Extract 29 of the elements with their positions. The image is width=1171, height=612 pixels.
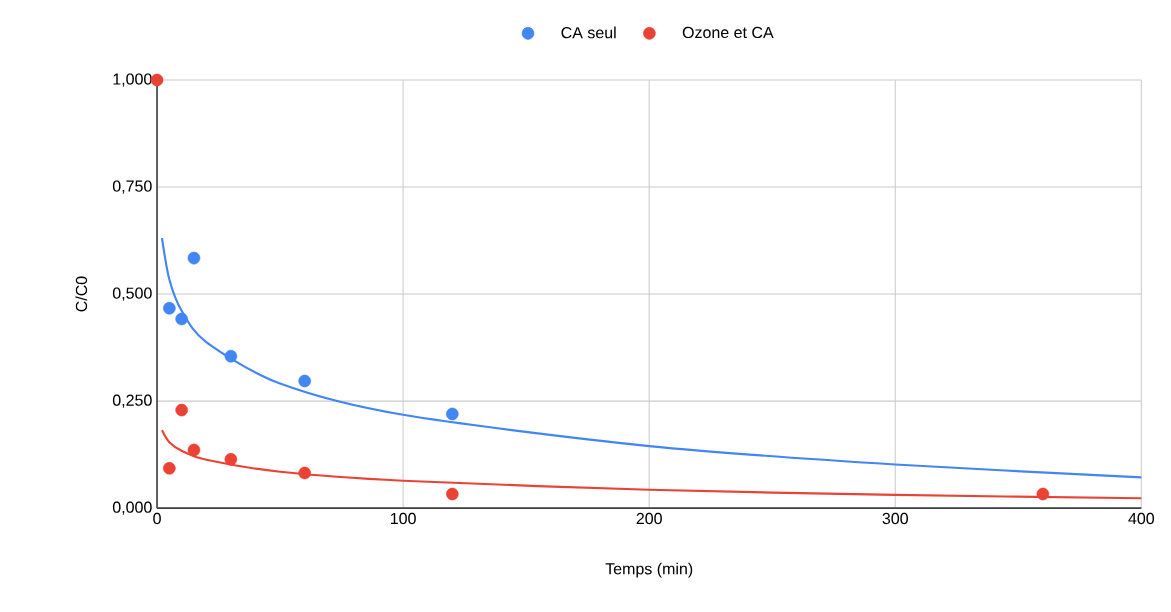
legend-label: CA seul — [561, 26, 616, 39]
point — [187, 443, 201, 457]
point — [446, 407, 459, 421]
x-tick-label: 400 — [1128, 512, 1155, 525]
point — [224, 349, 238, 363]
x-tick-label: 200 — [636, 512, 662, 525]
point — [163, 301, 176, 315]
legend-label: Ozone et CA — [682, 26, 774, 39]
point — [175, 312, 188, 326]
point — [298, 466, 311, 480]
x-tick-label: 0 — [153, 512, 161, 525]
point — [224, 452, 238, 466]
line-series — [160, 429, 1143, 500]
point — [187, 251, 201, 265]
point — [446, 487, 459, 501]
y-axis-title: C/C0 — [75, 276, 88, 312]
point — [298, 374, 311, 388]
x-tick-label: 100 — [390, 512, 416, 525]
line-series — [160, 236, 1143, 479]
y-tick-label: 0,500 — [112, 287, 152, 301]
point — [163, 461, 176, 475]
y-tick-label: 0,000 — [112, 501, 152, 515]
point — [175, 403, 188, 417]
y-tick-label: 1,000 — [113, 73, 152, 87]
point — [1036, 487, 1050, 501]
x-tick-label: 300 — [882, 512, 908, 525]
x-axis-title: Temps (min) — [605, 562, 693, 578]
y-tick-label: 0,750 — [112, 180, 152, 194]
y-tick-label: 0,250 — [112, 394, 152, 408]
